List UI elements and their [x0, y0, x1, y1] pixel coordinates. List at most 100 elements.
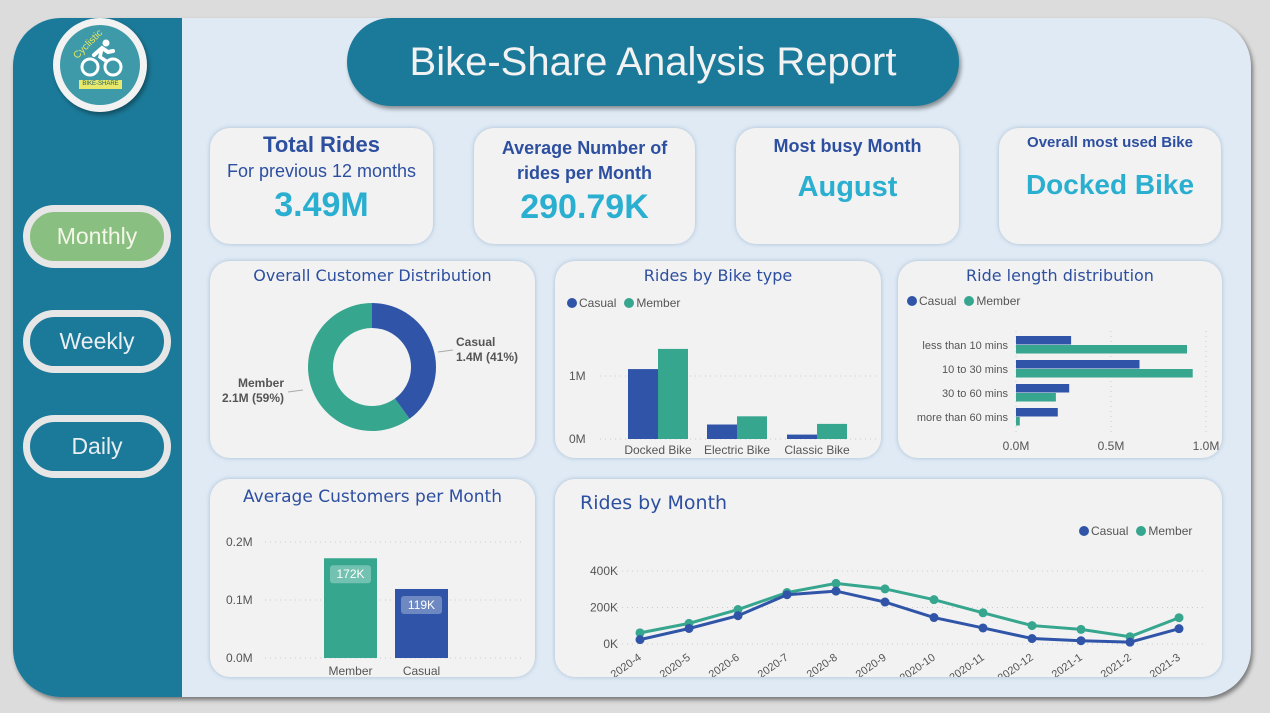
x-tick-label: 2021-1: [1050, 652, 1085, 677]
data-label-bg: [401, 595, 442, 614]
chart-title: Rides by Bike type: [643, 266, 793, 285]
legend-item-member[interactable]: Member: [1136, 524, 1192, 538]
y-tick-label: less than 10 mins: [922, 340, 1008, 352]
chart-title: Average Customers per Month: [243, 487, 502, 507]
legend-dot-icon: [964, 296, 975, 306]
point-casual: [1174, 624, 1184, 634]
data-label: 119K: [408, 598, 435, 612]
kpi-value: 290.79K: [520, 188, 649, 226]
y-tick-label: 1M: [569, 369, 586, 383]
bar-member: [324, 558, 377, 658]
x-tick-label: 2020-5: [658, 652, 693, 677]
x-tick-label: 2020-7: [756, 652, 791, 677]
x-tick-label: Classic Bike: [784, 443, 850, 457]
rides-by-bike-type-card: Rides by Bike type Casual Member 0M 1M Doc…: [555, 261, 881, 458]
point-casual: [1027, 634, 1037, 644]
point-member: [831, 578, 841, 588]
logo-badge-text: BIKE-SHARE: [79, 80, 122, 89]
legend-label: Member: [636, 296, 681, 310]
bar-casual: [787, 434, 817, 439]
point-casual: [782, 590, 792, 600]
point-casual: [684, 623, 694, 633]
bar-member: [1016, 369, 1193, 378]
legend-item-casual[interactable]: Casual: [907, 294, 956, 308]
bar-casual: [1016, 360, 1140, 369]
kpi-value: Docked Bike: [1025, 169, 1195, 200]
nav-monthly-button[interactable]: Monthly: [23, 205, 171, 268]
label-casual-value: 1.4M (41%): [456, 350, 518, 364]
legend-label: Casual: [1091, 524, 1129, 538]
sidebar: Cyclistic BIKE-SHARE Monthly Weekly Dail…: [13, 18, 182, 697]
kpi-title: Most busy Month: [773, 136, 922, 156]
legend-label: Member: [1148, 524, 1193, 538]
label-member-value: 2.1M (59%): [222, 391, 284, 405]
x-tick-label: Electric Bike: [704, 443, 770, 457]
bar-member: [1016, 417, 1020, 426]
x-tick-label: 0.0M: [1003, 439, 1030, 453]
kpi-title-line2: rides per Month: [516, 163, 652, 183]
x-tick-label: 2020-12: [996, 652, 1036, 677]
legend-dot-icon: [567, 298, 577, 308]
kpi-title: Total Rides: [263, 132, 380, 157]
legend: Casual Member: [907, 294, 1024, 308]
legend-item-casual[interactable]: Casual: [1079, 524, 1128, 538]
kpi-value: 3.49M: [274, 186, 369, 224]
bar-member: [737, 416, 767, 439]
line-casual: [639, 589, 1180, 644]
legend-item-casual[interactable]: Casual: [567, 296, 616, 310]
x-tick-label: Casual: [403, 664, 440, 677]
point-casual: [831, 586, 841, 596]
x-tick-label: 2020-10: [898, 652, 938, 677]
logo-badge-circle: Cyclistic BIKE-SHARE: [60, 25, 140, 105]
chart-title: Rides by Month: [580, 492, 728, 514]
y-tick-label: 10 to 30 mins: [942, 364, 1009, 376]
point-member: [1027, 621, 1037, 631]
data-label: 172K: [336, 567, 364, 581]
cyclist-icon: [80, 39, 123, 77]
bar-casual: [1016, 408, 1058, 417]
chart-title: Overall Customer Distribution: [253, 266, 492, 285]
point-casual: [880, 597, 890, 607]
legend-item-member[interactable]: Member: [624, 296, 680, 310]
avg-customers-chart: 0.0M 0.1M 0.2M 172K Member 119K Casual: [226, 535, 522, 677]
kpi-subtitle: For previous 12 months: [226, 161, 417, 181]
y-tick-label: 0M: [569, 432, 586, 446]
x-tick-label: 2021-2: [1099, 652, 1134, 677]
legend: Casual Member: [1079, 524, 1196, 538]
y-tick-label: 200K: [590, 601, 618, 615]
donut-chart: Casual 1.4M (41%) Member 2.1M (59%): [222, 303, 518, 431]
nav-daily-button[interactable]: Daily: [23, 415, 171, 478]
legend-dot-icon: [1079, 526, 1089, 536]
y-tick-label: 400K: [590, 564, 618, 578]
legend-label: Member: [976, 294, 1021, 308]
point-casual: [929, 613, 939, 623]
y-tick-label: 30 to 60 mins: [942, 388, 1009, 400]
x-tick-label: Member: [328, 664, 372, 677]
point-member: [978, 608, 988, 618]
y-tick-label: 0.0M: [226, 651, 253, 665]
donut-slice-member: [307, 303, 410, 431]
label-member-name: Member: [238, 376, 284, 390]
point-member: [635, 628, 645, 638]
logo: Cyclistic BIKE-SHARE: [53, 18, 147, 112]
x-tick-label: 2020-8: [805, 652, 840, 677]
leader-line-member: [287, 389, 304, 393]
point-member: [880, 584, 890, 594]
kpi-value: August: [797, 171, 898, 203]
bar-casual: [1016, 384, 1070, 393]
dashboard-frame: Cyclistic BIKE-SHARE Monthly Weekly Dail…: [13, 18, 1251, 697]
leader-line-casual: [437, 349, 454, 353]
avg-customers-card: Average Customers per Month 0.0M 0.1M 0.2M…: [210, 479, 535, 677]
point-casual: [635, 635, 645, 645]
legend-item-member[interactable]: Member: [964, 294, 1020, 308]
kpi-card-total-rides: Total Rides For previous 12 months 3.49M: [210, 128, 433, 244]
x-tick-label: 1.0M: [1193, 439, 1220, 453]
bar-casual: [707, 424, 737, 439]
x-tick-label: 0.5M: [1098, 439, 1125, 453]
nav-weekly-button[interactable]: Weekly: [23, 310, 171, 373]
ride-length-card: Ride length distribution Casual Member 0…: [898, 261, 1222, 458]
point-casual: [1076, 636, 1086, 646]
y-tick-label: 0.1M: [226, 593, 253, 607]
bike-type-chart: 0M 1M Docked Bike Electric Bike Classic Bike: [569, 348, 879, 457]
label-casual-name: Casual: [456, 335, 495, 349]
